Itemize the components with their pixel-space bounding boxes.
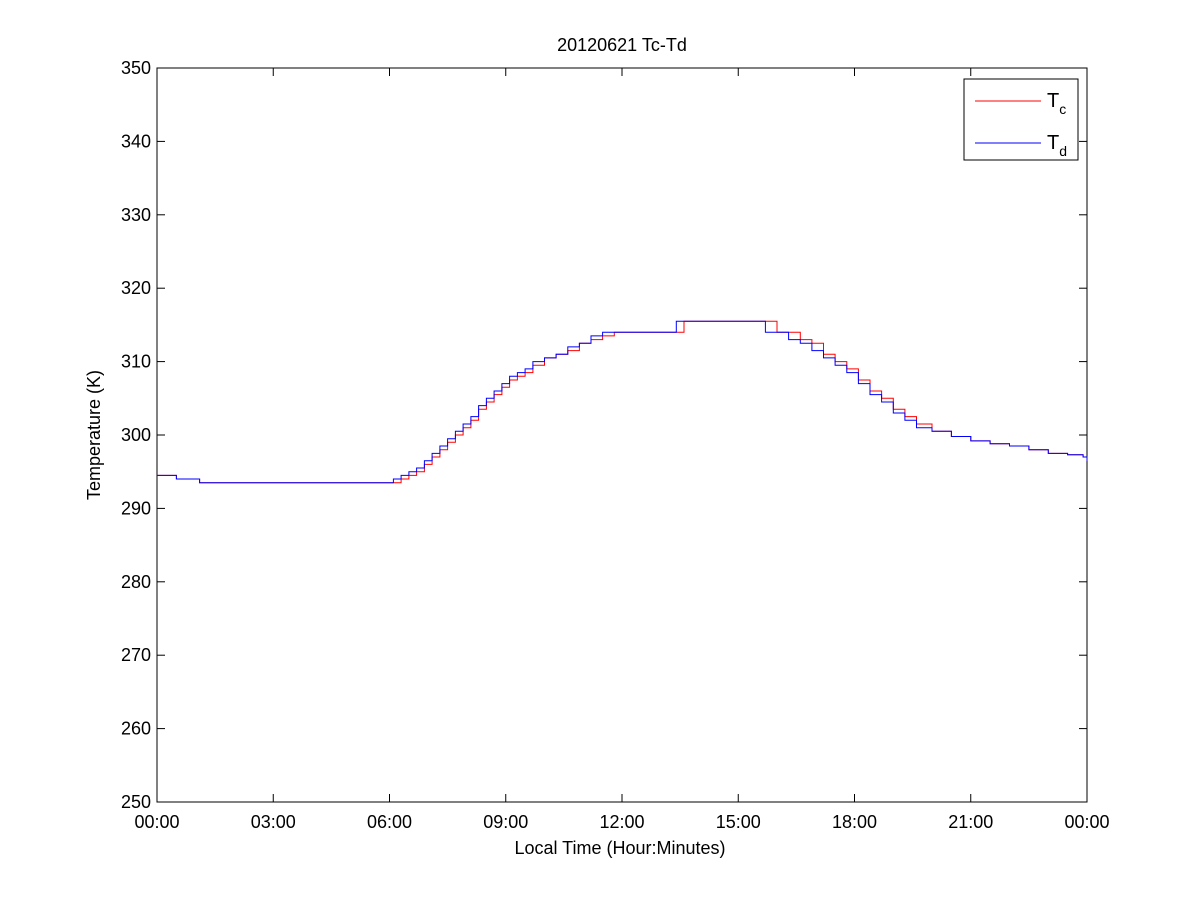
- x-tick-label: 21:00: [948, 812, 993, 832]
- y-tick-label: 330: [121, 205, 151, 225]
- y-axis-title: Temperature (K): [84, 370, 104, 500]
- x-tick-label: 00:00: [134, 812, 179, 832]
- legend-label: Td: [1047, 132, 1067, 159]
- chart-title: 20120621 Tc-Td: [557, 35, 687, 55]
- y-tick-label: 310: [121, 352, 151, 372]
- x-tick-label: 18:00: [832, 812, 877, 832]
- series-line-td: [157, 320, 1088, 484]
- y-tick-label: 350: [121, 58, 151, 78]
- y-tick-label: 340: [121, 131, 151, 151]
- legend: Tc Td: [963, 78, 1079, 161]
- x-tick-label: 06:00: [367, 812, 412, 832]
- y-tick-label: 290: [121, 498, 151, 518]
- plot-area-frame: [156, 67, 1088, 803]
- x-tick-label: 12:00: [599, 812, 644, 832]
- legend-label: Tc: [1047, 90, 1066, 117]
- legend-box: [963, 78, 1079, 161]
- y-tick-label: 280: [121, 572, 151, 592]
- y-tick-label: 270: [121, 645, 151, 665]
- x-tick-label: 15:00: [716, 812, 761, 832]
- legend-items: Tc Td: [975, 90, 1067, 159]
- x-axis-title: Local Time (Hour:Minutes): [514, 838, 725, 858]
- x-tick-label: 00:00: [1064, 812, 1109, 832]
- series-layer: [157, 320, 1088, 484]
- y-tick-label: 260: [121, 719, 151, 739]
- x-tick-label: 03:00: [251, 812, 296, 832]
- axis-ticks: 00:00 03:00 06:00 09:00 12:00 15:00 18:00 21:00…: [121, 58, 1110, 832]
- y-tick-label: 320: [121, 278, 151, 298]
- x-tick-label: 09:00: [483, 812, 528, 832]
- y-tick-label: 250: [121, 792, 151, 812]
- y-tick-label: 300: [121, 425, 151, 445]
